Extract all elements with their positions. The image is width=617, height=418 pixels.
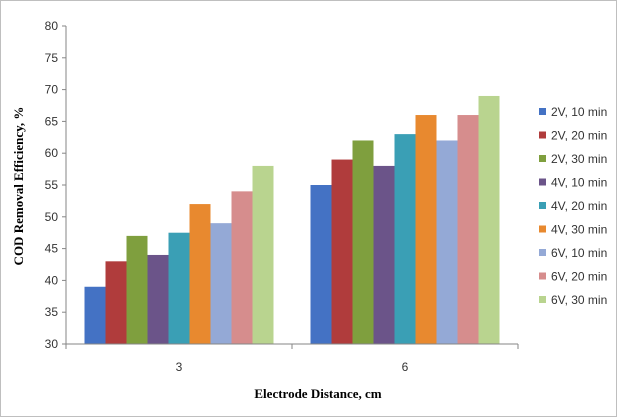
legend-swatch (539, 249, 546, 256)
x-axis-title: Electrode Distance, cm (254, 386, 381, 401)
bar (147, 254, 169, 344)
bar (210, 223, 232, 344)
legend-label: 6V, 30 min (551, 293, 607, 307)
legend-swatch (539, 272, 546, 280)
legend-swatch (539, 178, 546, 186)
y-tick-label: 75 (45, 51, 59, 65)
bar (352, 140, 374, 344)
legend-swatch (539, 225, 546, 233)
y-tick-label: 50 (45, 210, 59, 224)
bar (252, 165, 274, 344)
y-tick-label: 40 (45, 273, 59, 287)
bar (168, 232, 190, 344)
legend-swatch (539, 296, 546, 303)
legend-label: 4V, 30 min (551, 223, 607, 237)
legend: 2V, 10 min 2V, 20 min 2V, 30 min 4V, 10 min… (539, 105, 607, 307)
bar (231, 191, 253, 344)
y-tick-label: 80 (45, 19, 59, 33)
y-tick-label: 70 (45, 83, 59, 97)
y-axis-title: COD Removal Efficiency, % (11, 107, 26, 266)
x-tick-label: 3 (176, 360, 183, 374)
legend-label: 4V, 20 min (551, 199, 607, 213)
bar (394, 134, 416, 344)
bar (189, 204, 211, 344)
legend-label: 2V, 10 min (551, 105, 607, 119)
legend-label: 2V, 30 min (551, 152, 607, 166)
bar (331, 159, 353, 344)
bar (478, 95, 500, 345)
bar (126, 235, 148, 344)
legend-swatch (539, 131, 546, 139)
y-tick-label: 35 (45, 305, 59, 319)
legend-label: 2V, 20 min (551, 129, 607, 143)
bar (436, 140, 458, 344)
axes: 30 35 40 45 50 55 60 65 70 75 80 3 6 (45, 19, 519, 374)
x-tick-label: 6 (402, 360, 409, 374)
bar (373, 165, 395, 344)
y-tick-label: 60 (45, 146, 59, 160)
y-tick-label: 30 (45, 337, 59, 351)
bar (84, 286, 106, 344)
legend-label: 4V, 10 min (551, 176, 607, 190)
bar (457, 115, 479, 344)
y-tick-label: 65 (45, 114, 59, 128)
legend-label: 6V, 10 min (551, 246, 607, 260)
bar (415, 115, 437, 344)
y-tick-label: 55 (45, 178, 59, 192)
bar (105, 261, 127, 344)
legend-swatch (539, 202, 546, 209)
legend-swatch (539, 155, 546, 162)
y-tick-label: 45 (45, 242, 59, 256)
legend-label: 6V, 20 min (551, 270, 607, 284)
bars (84, 95, 500, 345)
bar (310, 185, 332, 344)
legend-swatch (539, 108, 546, 115)
